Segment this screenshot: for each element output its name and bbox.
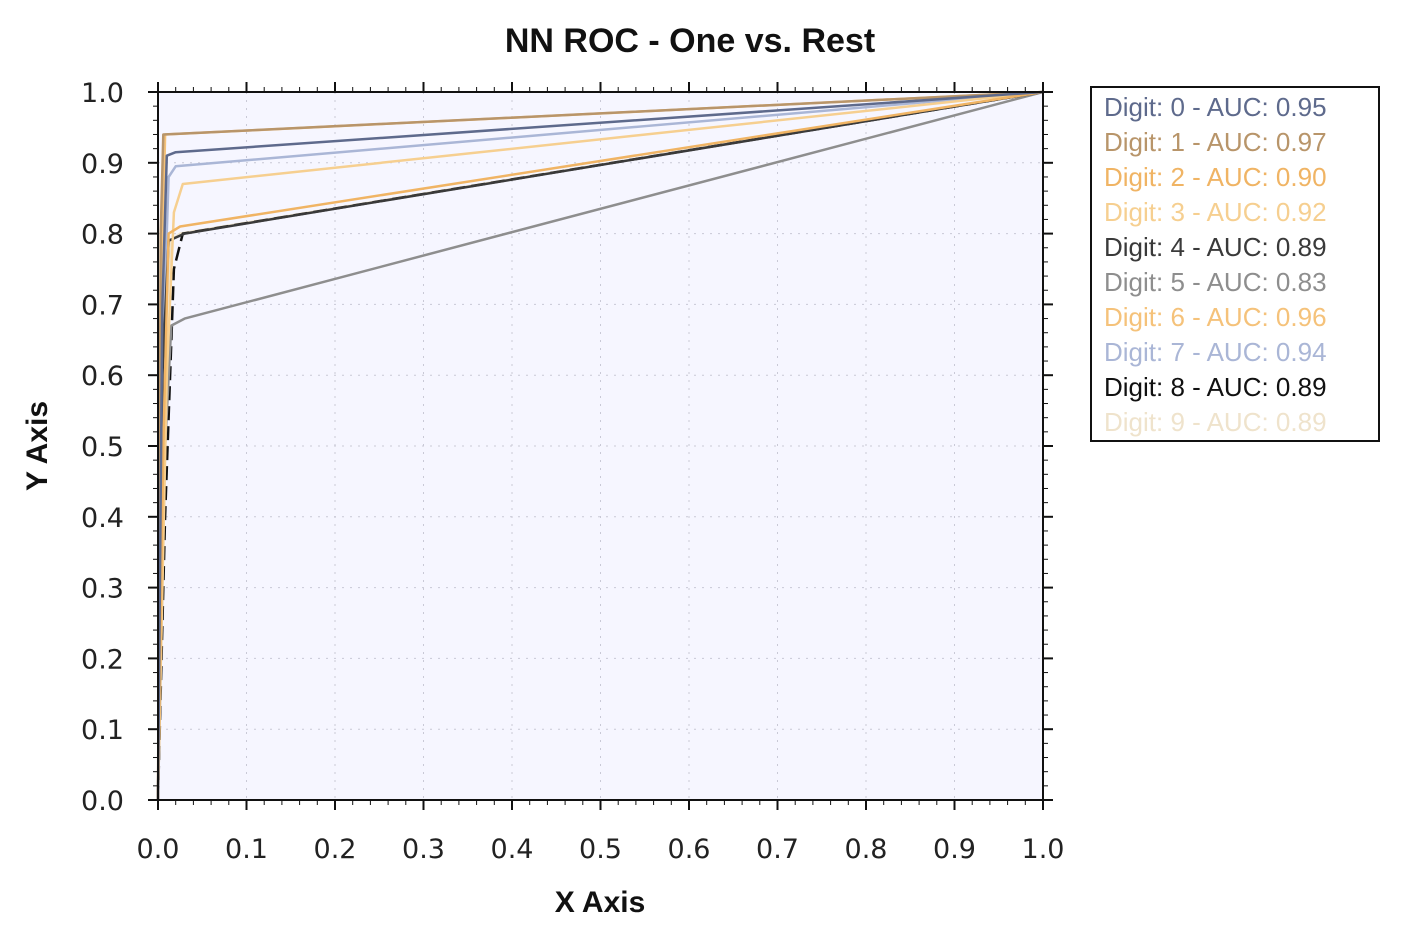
y-tick-label: 0.5 bbox=[81, 432, 124, 463]
grid-lines bbox=[158, 92, 1043, 800]
y-tick-label: 0.2 bbox=[81, 644, 124, 675]
legend-item-digit-3: Digit: 3 - AUC: 0.92 bbox=[1104, 197, 1327, 227]
legend-item-digit-5: Digit: 5 - AUC: 0.83 bbox=[1104, 267, 1327, 297]
y-tick-label: 0.4 bbox=[81, 503, 124, 534]
x-tick-label: 1.0 bbox=[1022, 834, 1065, 865]
y-axis-label: Y Axis bbox=[21, 401, 54, 491]
legend-item-digit-0: Digit: 0 - AUC: 0.95 bbox=[1104, 92, 1327, 122]
y-tick-label: 0.3 bbox=[81, 574, 124, 605]
y-tick-label: 0.8 bbox=[81, 220, 124, 251]
x-tick-label: 0.9 bbox=[933, 834, 976, 865]
legend-item-digit-1: Digit: 1 - AUC: 0.97 bbox=[1104, 127, 1327, 157]
x-tick-label: 0.0 bbox=[137, 834, 180, 865]
y-tick-labels: 0.0 0.1 0.2 0.3 0.4 0.5 0.6 0.7 0.8 0.9 1.0 bbox=[81, 78, 124, 817]
x-tick-label: 0.7 bbox=[756, 834, 799, 865]
legend-item-digit-4: Digit: 4 - AUC: 0.89 bbox=[1104, 232, 1327, 262]
legend-item-digit-9: Digit: 9 - AUC: 0.89 bbox=[1104, 407, 1327, 437]
axis-ticks bbox=[148, 82, 1053, 810]
y-tick-label: 0.6 bbox=[81, 361, 124, 392]
y-tick-label: 0.9 bbox=[81, 149, 124, 180]
series-line-digit-2 bbox=[156, 90, 1044, 801]
x-tick-label: 0.1 bbox=[225, 834, 268, 865]
legend-item-digit-2: Digit: 2 - AUC: 0.90 bbox=[1104, 162, 1327, 192]
y-tick-label: 0.7 bbox=[81, 290, 124, 321]
x-tick-label: 0.4 bbox=[491, 834, 534, 865]
x-axis-label: X Axis bbox=[555, 886, 646, 919]
legend-box bbox=[1090, 86, 1380, 442]
legend-item-digit-8: Digit: 8 - AUC: 0.89 bbox=[1104, 372, 1327, 402]
x-tick-label: 0.8 bbox=[845, 834, 888, 865]
x-tick-label: 0.2 bbox=[314, 834, 357, 865]
y-tick-label: 0.1 bbox=[81, 715, 124, 746]
y-tick-label: 1.0 bbox=[81, 78, 124, 109]
x-tick-label: 0.5 bbox=[579, 834, 622, 865]
legend-item-digit-7: Digit: 7 - AUC: 0.94 bbox=[1104, 337, 1327, 367]
legend: Digit: 0 - AUC: 0.95 Digit: 1 - AUC: 0.97… bbox=[1090, 86, 1380, 442]
series-line-digit-3 bbox=[156, 90, 1044, 801]
series-layer bbox=[156, 90, 1044, 801]
chart-title: NN ROC - One vs. Rest bbox=[505, 22, 875, 60]
legend-item-digit-6: Digit: 6 - AUC: 0.96 bbox=[1104, 302, 1327, 332]
x-tick-label: 0.3 bbox=[402, 834, 445, 865]
x-tick-labels: 0.0 0.1 0.2 0.3 0.4 0.5 0.6 0.7 0.8 0.9 1.0 bbox=[137, 834, 1065, 865]
series-line-digit-0 bbox=[156, 90, 1044, 801]
legend-items: Digit: 0 - AUC: 0.95 Digit: 1 - AUC: 0.97… bbox=[1104, 92, 1327, 437]
y-tick-label: 0.0 bbox=[81, 786, 124, 817]
x-tick-label: 0.6 bbox=[668, 834, 711, 865]
